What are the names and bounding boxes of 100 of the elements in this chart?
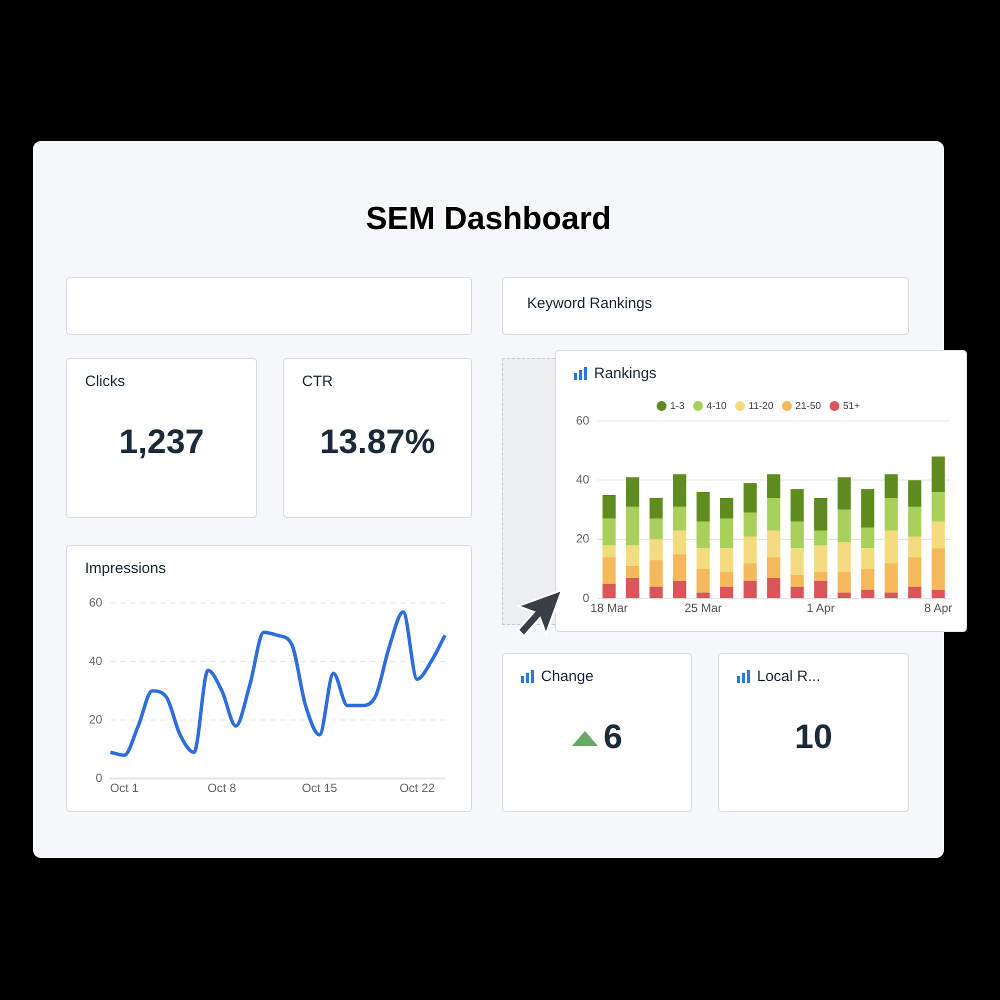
line-series (108, 610, 447, 757)
bar (908, 480, 922, 507)
y-tick-label: 0 (96, 770, 103, 785)
y-tick-label: 40 (576, 472, 590, 487)
bar (932, 522, 945, 548)
bar (602, 584, 616, 598)
bar (838, 592, 851, 598)
text: Local R... (757, 668, 820, 685)
bar (790, 574, 804, 587)
bar (767, 474, 780, 498)
bar (908, 586, 922, 598)
legend-label: 4-10 (706, 400, 727, 412)
bar (884, 474, 898, 498)
bar (767, 557, 780, 578)
x-tick-label: 18 Mar (590, 601, 628, 616)
bar (650, 586, 663, 598)
bar (602, 557, 616, 584)
text: 10 (794, 718, 832, 757)
bar (744, 563, 757, 581)
bar (814, 572, 828, 581)
bar (790, 489, 804, 522)
bar (908, 536, 922, 558)
x-tick-label: Oct 8 (208, 781, 237, 796)
bar (861, 528, 874, 548)
bar (814, 580, 828, 598)
text: 6 (604, 718, 622, 757)
y-tick-label: 40 (88, 654, 103, 668)
bar (720, 586, 734, 598)
legend-label: 51+ (842, 400, 860, 412)
x-tick-label: Oct 22 (399, 781, 436, 796)
bar (861, 569, 874, 590)
bar (790, 522, 804, 548)
bar (932, 548, 945, 590)
bar (908, 506, 922, 536)
bar (861, 548, 874, 569)
bar (884, 498, 898, 531)
text: 13.87% (320, 423, 436, 462)
legend-label: 11-20 (748, 400, 774, 412)
bar (861, 489, 874, 528)
bar (626, 506, 640, 546)
bar (838, 477, 851, 510)
bar (696, 492, 710, 522)
legend-label: 1-3 (670, 400, 685, 412)
bar (673, 554, 686, 581)
bar (838, 572, 851, 593)
x-tick-label: Oct 1 (110, 781, 139, 796)
bar (744, 483, 757, 513)
chart-title: Impressions (85, 560, 166, 577)
text: Change (541, 668, 594, 685)
bar (720, 548, 734, 572)
y-tick-label: 20 (88, 712, 103, 726)
bar (790, 548, 804, 575)
bar (838, 510, 851, 542)
bar (932, 492, 945, 522)
bar (884, 592, 898, 598)
bar (790, 586, 804, 598)
text: 1,237 (118, 423, 204, 462)
bar (861, 590, 874, 598)
bar (908, 557, 922, 587)
bar (814, 530, 828, 546)
bar (744, 580, 757, 598)
bar (626, 566, 640, 578)
bar (744, 512, 757, 536)
y-tick-label: 0 (582, 590, 590, 605)
y-tick-label: 60 (576, 413, 590, 428)
bar (838, 542, 851, 572)
bar (673, 530, 686, 554)
bar (696, 548, 710, 569)
y-tick-label: 60 (88, 596, 103, 610)
bar (650, 498, 663, 519)
bar (720, 572, 734, 587)
bar (884, 563, 898, 593)
bar (626, 477, 640, 507)
bar (650, 518, 663, 540)
x-tick-label: 8 Apr (924, 601, 952, 616)
text: CTR (302, 373, 333, 390)
bar (767, 578, 780, 598)
bar (602, 545, 616, 558)
bar (602, 518, 616, 546)
x-tick-label: 1 Apr (806, 601, 835, 616)
bar (696, 592, 710, 598)
text: Clicks (85, 373, 125, 390)
bar (744, 536, 757, 564)
bar (673, 506, 686, 531)
bar (767, 498, 780, 531)
bar (932, 456, 945, 492)
x-tick-label: Oct 15 (302, 781, 338, 796)
legend-label: 21-50 (795, 400, 822, 412)
x-tick-label: 25 Mar (684, 601, 722, 616)
bar (720, 518, 734, 548)
bar (884, 530, 898, 564)
text: Keyword Rankings (527, 295, 652, 312)
bar (650, 560, 663, 587)
bar (673, 474, 686, 507)
text: SEM Dashboard (364, 200, 612, 237)
bar (932, 590, 945, 598)
bar (650, 539, 663, 560)
bar (696, 569, 710, 593)
bar (673, 580, 686, 598)
bar (720, 498, 734, 519)
